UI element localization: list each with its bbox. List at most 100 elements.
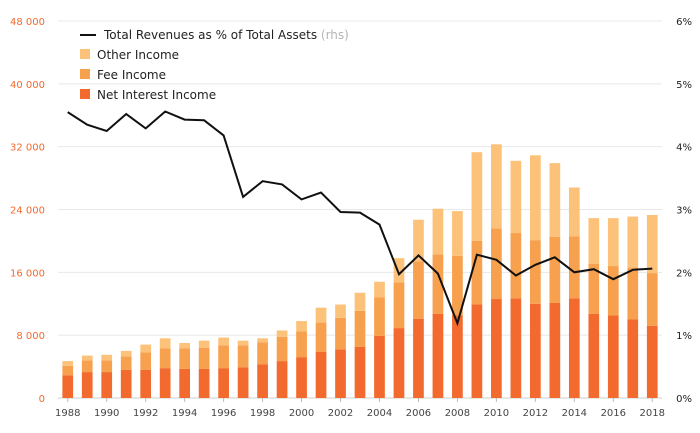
bar-other-income-1992 — [140, 344, 152, 353]
legend-label-net-interest-income: Net Interest Income — [97, 88, 216, 102]
x-tick-label: 1992 — [133, 408, 158, 419]
bar-other-income-2000 — [296, 321, 307, 332]
bar-fee-income-2018 — [646, 273, 658, 326]
x-tick-label: 2006 — [406, 408, 431, 419]
bar-fee-income-2000 — [296, 331, 307, 358]
bar-other-income-2010 — [491, 144, 502, 229]
bar-other-income-2013 — [549, 163, 561, 237]
right-tick-label: 0% — [676, 394, 692, 405]
bar-net-interest-income-2001 — [315, 351, 327, 398]
bar-fee-income-2015 — [588, 263, 600, 314]
bar-fee-income-2010 — [491, 228, 502, 300]
gridlines — [58, 20, 662, 399]
x-tick-label: 1998 — [250, 408, 275, 419]
bar-fee-income-2006 — [413, 261, 424, 319]
bar-fee-income-1988 — [62, 365, 74, 376]
bar-fee-income-2017 — [627, 267, 639, 320]
bar-other-income-1994 — [179, 343, 191, 349]
x-tick-label: 1990 — [94, 408, 119, 419]
bar-other-income-2016 — [607, 218, 619, 267]
left-tick-label: 32 000 — [10, 143, 45, 154]
bar-fee-income-2014 — [568, 236, 580, 299]
legend-swatch-other-income — [80, 49, 90, 59]
bar-fee-income-1989 — [81, 360, 93, 373]
bar-fee-income-2005 — [393, 282, 405, 329]
x-tick-label: 1996 — [211, 408, 236, 419]
left-tick-label: 0 — [39, 394, 45, 405]
bar-other-income-1988 — [62, 361, 74, 366]
bar-other-income-1998 — [257, 338, 268, 343]
bar-other-income-2005 — [393, 258, 405, 283]
bar-net-interest-income-2017 — [627, 319, 639, 398]
bar-other-income-2006 — [413, 219, 424, 262]
x-tick-label: 2018 — [640, 408, 665, 419]
bar-net-interest-income-1999 — [276, 361, 288, 398]
bar-fee-income-1994 — [179, 348, 191, 369]
bar-other-income-1995 — [198, 340, 210, 348]
bar-net-interest-income-2005 — [393, 328, 405, 398]
bar-net-interest-income-1997 — [237, 367, 249, 398]
x-tick-label: 2000 — [289, 408, 314, 419]
bar-other-income-1989 — [81, 355, 93, 361]
bar-net-interest-income-1991 — [120, 369, 132, 398]
bar-fee-income-2001 — [315, 322, 327, 352]
bar-other-income-2001 — [315, 307, 327, 323]
bar-other-income-1991 — [120, 350, 132, 357]
bar-other-income-2011 — [510, 160, 522, 234]
bar-net-interest-income-1998 — [257, 364, 268, 398]
right-tick-label: 4% — [676, 143, 692, 154]
bar-fee-income-2013 — [549, 236, 561, 303]
bar-net-interest-income-1995 — [198, 368, 210, 398]
bar-net-interest-income-2016 — [607, 315, 619, 398]
bar-net-interest-income-2015 — [588, 313, 600, 398]
bar-net-interest-income-2009 — [471, 304, 483, 398]
bar-net-interest-income-1989 — [81, 372, 93, 398]
bars — [62, 144, 658, 398]
bar-fee-income-2012 — [529, 240, 541, 304]
bar-fee-income-2003 — [354, 310, 366, 347]
bar-net-interest-income-2004 — [374, 335, 385, 398]
x-tick-label: 1988 — [55, 408, 80, 419]
x-tick-label: 1994 — [172, 408, 197, 419]
left-tick-label: 40 000 — [10, 80, 45, 91]
legend: Total Revenues as % of Total Assets (rhs… — [80, 28, 349, 102]
revenue-ratio-line-layer — [67, 110, 653, 327]
bar-fee-income-1990 — [101, 360, 113, 373]
bar-fee-income-1996 — [218, 345, 229, 369]
x-axis: 1988 1990 1992 1994 1996 1998 2000 2002 2004 2006… — [55, 398, 665, 419]
bar-fee-income-2008 — [452, 255, 463, 316]
bar-net-interest-income-2010 — [491, 299, 502, 398]
legend-label-fee-income: Fee Income — [97, 68, 166, 82]
bar-net-interest-income-2000 — [296, 357, 307, 398]
bar-fee-income-1991 — [120, 356, 132, 370]
bar-other-income-2003 — [354, 292, 366, 311]
bar-other-income-2017 — [627, 216, 639, 268]
bar-net-interest-income-2012 — [529, 303, 541, 398]
right-tick-label: 3% — [676, 206, 692, 217]
bar-net-interest-income-1996 — [218, 368, 229, 398]
legend-swatch-net-interest-income — [80, 89, 90, 99]
bar-fee-income-2004 — [374, 297, 385, 336]
bar-fee-income-2016 — [607, 266, 619, 316]
bar-other-income-2002 — [335, 304, 346, 318]
left-tick-label: 48 000 — [10, 17, 45, 28]
legend-swatch-fee-income — [80, 69, 90, 79]
bar-net-interest-income-2007 — [432, 313, 444, 398]
right-tick-label: 1% — [676, 331, 692, 342]
bar-net-interest-income-2002 — [335, 349, 346, 398]
bar-other-income-2004 — [374, 281, 385, 298]
bar-net-interest-income-1988 — [62, 375, 74, 398]
bar-net-interest-income-2013 — [549, 302, 561, 398]
bar-other-income-1990 — [101, 354, 113, 361]
bar-other-income-2014 — [568, 187, 580, 237]
bar-fee-income-2011 — [510, 233, 522, 299]
left-tick-label: 16 000 — [10, 268, 45, 279]
bar-other-income-2015 — [588, 218, 600, 264]
bar-other-income-1993 — [159, 338, 171, 349]
x-tick-label: 2004 — [367, 408, 392, 419]
bar-net-interest-income-1993 — [159, 368, 171, 398]
x-tick-label: 2002 — [328, 408, 353, 419]
bar-net-interest-income-2018 — [646, 325, 658, 398]
right-tick-label: 6% — [676, 17, 692, 28]
